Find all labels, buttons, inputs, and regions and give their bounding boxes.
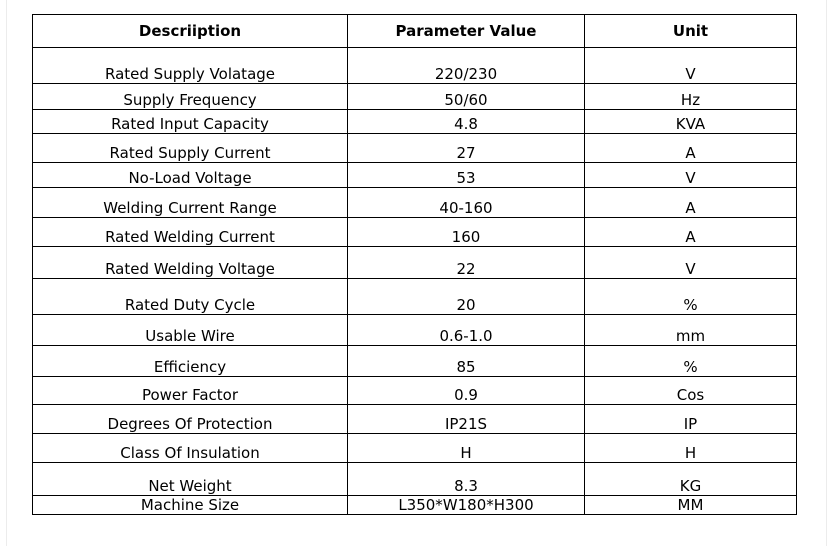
table-row: Rated Supply Volatage 220/230 V	[32, 47, 797, 84]
table-row: No-Load Voltage 53 V	[32, 162, 797, 188]
page-edge-left	[6, 0, 7, 546]
cell-parameter-value: 53	[347, 162, 585, 188]
cell-parameter-value: 22	[347, 246, 585, 279]
cell-parameter-value: 4.8	[347, 109, 585, 134]
cell-description: Rated Welding Voltage	[32, 246, 348, 279]
cell-unit: KVA	[584, 109, 797, 134]
table-row: Rated Supply Current 27 A	[32, 133, 797, 163]
cell-unit: A	[584, 217, 797, 247]
cell-unit: A	[584, 133, 797, 163]
table-row: Supply Frequency 50/60 Hz	[32, 83, 797, 110]
table-row: Rated Welding Current 160 A	[32, 217, 797, 247]
cell-parameter-value: 50/60	[347, 83, 585, 110]
cell-unit: mm	[584, 314, 797, 346]
cell-unit: A	[584, 187, 797, 218]
cell-description: Rated Input Capacity	[32, 109, 348, 134]
table-row: Class Of Insulation H H	[32, 433, 797, 463]
cell-description: No-Load Voltage	[32, 162, 348, 188]
cell-unit: V	[584, 47, 797, 84]
header-row: Descriiption Parameter Value Unit	[32, 14, 797, 48]
cell-parameter-value: H	[347, 433, 585, 463]
cell-description: Degrees Of Protection	[32, 404, 348, 434]
table-row: Rated Welding Voltage 22 V	[32, 246, 797, 279]
header-parameter-value: Parameter Value	[347, 14, 585, 48]
table-row: Net Weight 8.3 KG	[32, 462, 797, 496]
cell-parameter-value: 160	[347, 217, 585, 247]
cell-parameter-value: IP21S	[347, 404, 585, 434]
cell-description: Rated Welding Current	[32, 217, 348, 247]
cell-description: Rated Supply Current	[32, 133, 348, 163]
cell-unit: %	[584, 278, 797, 315]
cell-parameter-value: L350*W180*H300	[347, 495, 585, 515]
table-row: Power Factor 0.9 Cos	[32, 376, 797, 405]
cell-unit: V	[584, 246, 797, 279]
cell-unit: Hz	[584, 83, 797, 110]
cell-description: Net Weight	[32, 462, 348, 496]
table-row: Machine Size L350*W180*H300 MM	[32, 495, 797, 515]
cell-description: Machine Size	[32, 495, 348, 515]
table-row: Rated Input Capacity 4.8 KVA	[32, 109, 797, 134]
cell-parameter-value: 0.6-1.0	[347, 314, 585, 346]
cell-unit: IP	[584, 404, 797, 434]
table-row: Rated Duty Cycle 20%	[32, 278, 797, 315]
cell-description: Rated Duty Cycle	[32, 278, 348, 315]
cell-description: Supply Frequency	[32, 83, 348, 110]
cell-unit: KG	[584, 462, 797, 496]
cell-unit: %	[584, 345, 797, 377]
cell-parameter-value: 0.9	[347, 376, 585, 405]
page-edge-right	[826, 0, 827, 546]
table-row: Efficiency 85%	[32, 345, 797, 377]
cell-parameter-value: 27	[347, 133, 585, 163]
spec-table: Descriiption Parameter Value Unit Rated …	[32, 14, 797, 515]
cell-parameter-value: 8.3	[347, 462, 585, 496]
cell-description: Welding Current Range	[32, 187, 348, 218]
cell-unit: MM	[584, 495, 797, 515]
cell-unit: H	[584, 433, 797, 463]
cell-description: Rated Supply Volatage	[32, 47, 348, 84]
cell-parameter-value: 220/230	[347, 47, 585, 84]
cell-description: Power Factor	[32, 376, 348, 405]
table-row: Usable Wire 0.6-1.0 mm	[32, 314, 797, 346]
cell-description: Usable Wire	[32, 314, 348, 346]
cell-unit: Cos	[584, 376, 797, 405]
header-description: Descriiption	[32, 14, 348, 48]
cell-parameter-value: 20	[347, 278, 585, 315]
cell-description: Class Of Insulation	[32, 433, 348, 463]
cell-parameter-value: 85	[347, 345, 585, 377]
cell-parameter-value: 40-160	[347, 187, 585, 218]
cell-description: Efficiency	[32, 345, 348, 377]
table-row: Welding Current Range 40-160 A	[32, 187, 797, 218]
table-row: Degrees Of Protection IP21S IP	[32, 404, 797, 434]
header-unit: Unit	[584, 14, 797, 48]
cell-unit: V	[584, 162, 797, 188]
